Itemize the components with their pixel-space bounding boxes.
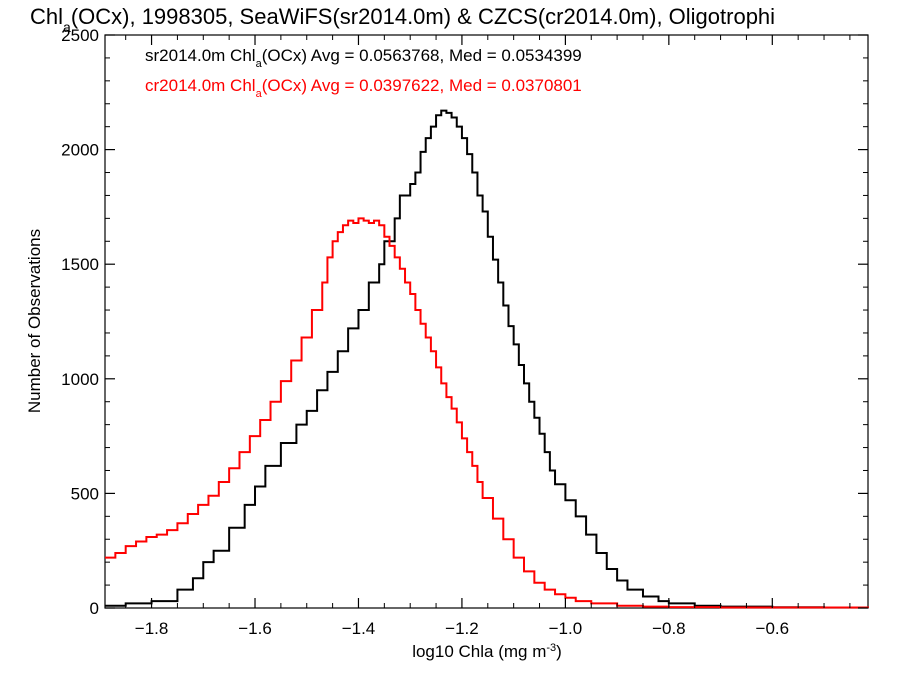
- y-tick-label: 2500: [61, 26, 99, 45]
- stat-line-1: cr2014.0m Chla(OCx) Avg = 0.0397622, Med…: [145, 76, 582, 100]
- x-tick-label: −1.0: [549, 619, 583, 638]
- series-group: [105, 109, 869, 609]
- y-tick-label: 1500: [61, 255, 99, 274]
- series-line-0: [105, 109, 869, 609]
- x-tick-label: −0.6: [756, 619, 790, 638]
- series-line-1: [105, 217, 869, 609]
- x-tick-label: −1.8: [135, 619, 169, 638]
- x-tick-label: −0.8: [652, 619, 686, 638]
- x-tick-label: −1.4: [342, 619, 376, 638]
- y-tick-label: 0: [90, 599, 99, 618]
- y-axis-ticks: 0 500 1000 1500 2000 2500: [61, 26, 868, 618]
- chart-title: Chla(OCx), 1998305, SeaWiFS(sr2014.0m) &…: [30, 4, 775, 35]
- x-tick-label: −1.2: [445, 619, 479, 638]
- stats-legend: sr2014.0m Chla(OCx) Avg = 0.0563768, Med…: [145, 46, 582, 100]
- y-tick-label: 2000: [61, 141, 99, 160]
- y-tick-label: 500: [71, 484, 99, 503]
- plot-frame: [104, 34, 869, 609]
- x-axis-label: log10 Chla (mg m-3): [412, 642, 562, 661]
- x-axis-ticks: −1.8 −1.6 −1.4 −1.2 −1.0 −0.8 −0.6: [125, 35, 851, 638]
- y-axis-label: Number of Observations: [25, 229, 44, 413]
- x-tick-label: −1.6: [238, 619, 272, 638]
- stat-line-0: sr2014.0m Chla(OCx) Avg = 0.0563768, Med…: [145, 46, 582, 70]
- y-tick-label: 1000: [61, 370, 99, 389]
